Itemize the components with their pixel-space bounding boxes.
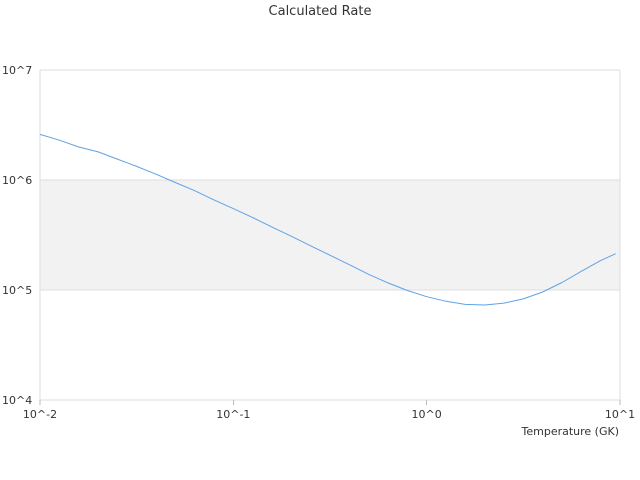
y-tick-label: 10^7 bbox=[2, 64, 32, 77]
grid-band bbox=[40, 180, 620, 290]
x-tick-label: 10^0 bbox=[412, 408, 442, 421]
x-tick-label: 10^-2 bbox=[23, 408, 57, 421]
chart-title: Calculated Rate bbox=[268, 4, 372, 19]
x-tick-label: 10^-1 bbox=[216, 408, 250, 421]
y-tick-label: 10^6 bbox=[2, 174, 32, 187]
y-tick-label: 10^5 bbox=[2, 284, 32, 297]
series-line bbox=[39, 133, 616, 306]
x-axis-title: Temperature (GK) bbox=[521, 425, 620, 438]
x-tick-label: 10^1 bbox=[605, 408, 635, 421]
y-tick-label: 10^4 bbox=[2, 394, 32, 407]
